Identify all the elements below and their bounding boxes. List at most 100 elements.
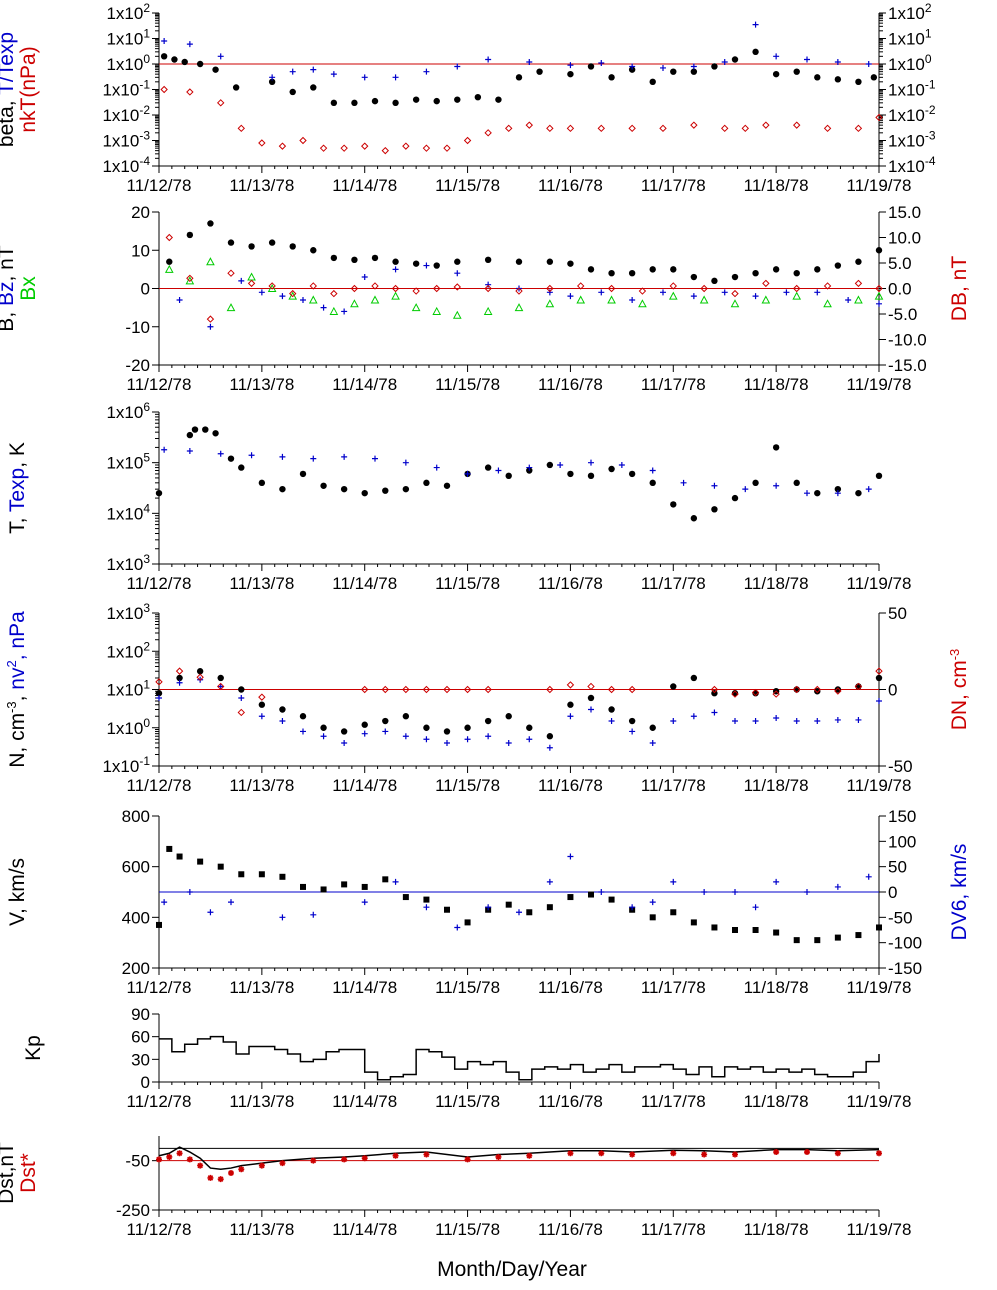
- data-point: [732, 1151, 738, 1158]
- data-point: [855, 258, 862, 265]
- x-tick-label: 11/16/78: [538, 776, 603, 795]
- series: [165, 233, 883, 323]
- data-point: [268, 239, 276, 246]
- data-point: [546, 461, 554, 469]
- data-point: [514, 303, 524, 312]
- data-point: [546, 258, 554, 265]
- data-point: [732, 927, 738, 933]
- data-point: [545, 299, 555, 308]
- data-point: [638, 287, 647, 295]
- data-point: [212, 430, 219, 437]
- data-point: [320, 886, 327, 893]
- data-point: [629, 1151, 636, 1158]
- data-point: [361, 883, 368, 890]
- data-point: [588, 706, 594, 713]
- data-point: [773, 929, 780, 936]
- data-point: [567, 70, 574, 78]
- data-point: [258, 479, 266, 487]
- data-point: [299, 470, 307, 478]
- y-tick-label-left: 1x102: [106, 639, 150, 661]
- x-tick-label: 11/12/78: [127, 574, 192, 593]
- data-point: [320, 482, 327, 489]
- x-tick-label: 11/12/78: [127, 375, 192, 394]
- data-point: [310, 84, 317, 91]
- data-point: [875, 667, 883, 675]
- data-point: [196, 668, 204, 675]
- data-point: [392, 1152, 399, 1159]
- data-point: [711, 277, 718, 285]
- data-point: [422, 144, 431, 152]
- data-point: [350, 299, 359, 308]
- data-point: [160, 85, 168, 94]
- data-point: [793, 68, 800, 75]
- data-point: [721, 289, 728, 296]
- data-point: [567, 713, 574, 720]
- data-point: [577, 282, 585, 290]
- x-tick-label: 11/14/78: [332, 1220, 397, 1239]
- x-tick-label: 11/13/78: [229, 978, 294, 997]
- data-point: [751, 688, 760, 697]
- data-point: [783, 289, 790, 296]
- data-point: [161, 37, 168, 44]
- data-point: [607, 295, 616, 304]
- data-point: [876, 300, 882, 307]
- data-point: [289, 289, 297, 298]
- data-point: [875, 113, 883, 122]
- data-point: [392, 74, 399, 81]
- data-point: [186, 431, 194, 439]
- data-point: [382, 487, 389, 494]
- data-point: [433, 262, 440, 269]
- data-point: [371, 254, 379, 262]
- data-point: [351, 256, 358, 264]
- data-point: [392, 258, 399, 265]
- y-axis-label-left: B, Bz, nT: [0, 245, 18, 332]
- data-point: [463, 685, 472, 694]
- data-point: [834, 490, 841, 497]
- data-point: [629, 728, 636, 735]
- data-point: [191, 426, 199, 433]
- y-tick-label-left: 1x105: [106, 451, 150, 473]
- y-tick-label-left: 1x100: [106, 52, 150, 74]
- data-point: [258, 713, 265, 720]
- data-point: [731, 56, 739, 63]
- data-point: [721, 124, 729, 133]
- data-point: [341, 739, 348, 746]
- data-point: [668, 291, 678, 300]
- x-tick-label: 11/16/78: [538, 574, 603, 593]
- x-tick-label: 11/18/78: [744, 176, 809, 195]
- data-point: [423, 724, 430, 731]
- data-point: [834, 485, 842, 493]
- data-point: [567, 62, 574, 69]
- data-point: [870, 74, 878, 81]
- data-point: [649, 724, 656, 731]
- data-point: [227, 239, 235, 246]
- data-point: [206, 315, 215, 323]
- data-point: [865, 486, 872, 493]
- data-point: [238, 686, 245, 693]
- y-tick-label-right: 1x10-1: [888, 78, 936, 100]
- data-point: [793, 479, 800, 487]
- x-tick-label: 11/19/78: [847, 1092, 912, 1111]
- data-point: [464, 724, 471, 731]
- series: [164, 257, 884, 319]
- x-tick-label: 11/12/78: [127, 176, 192, 195]
- y-tick-label-right: 50: [888, 604, 907, 623]
- data-point: [202, 426, 209, 433]
- data-point: [382, 876, 389, 883]
- data-point: [710, 685, 719, 694]
- series-line: [159, 1035, 880, 1081]
- data-point: [854, 279, 863, 288]
- data-point: [598, 889, 605, 895]
- data-point: [629, 296, 636, 303]
- data-point: [186, 889, 193, 895]
- data-point: [341, 881, 348, 888]
- data-point: [876, 698, 882, 705]
- data-point: [217, 674, 224, 682]
- data-point: [711, 709, 718, 716]
- y-tick-label-left: -20: [125, 356, 150, 375]
- x-tick-label: 11/19/78: [847, 776, 912, 795]
- data-point: [793, 284, 801, 293]
- y-tick-label-left: 600: [122, 858, 150, 877]
- data-point: [742, 486, 749, 493]
- x-tick-label: 11/15/78: [435, 176, 500, 195]
